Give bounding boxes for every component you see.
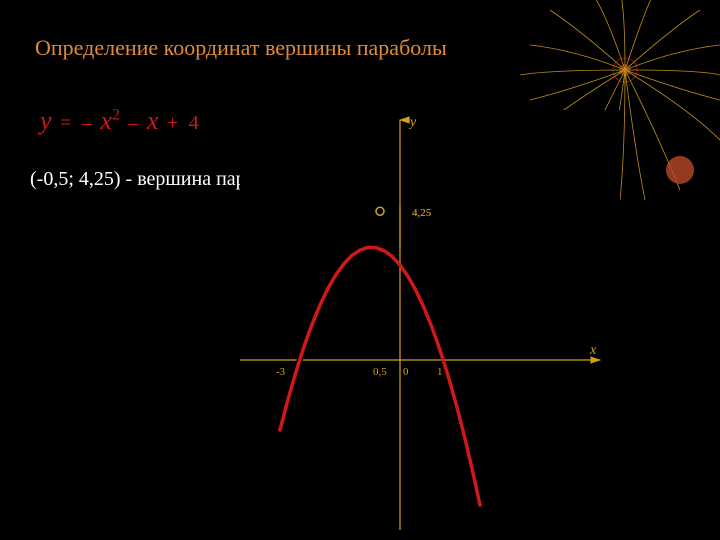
parabola-chart: x y -3 0,5 0 1 4,25 x y -3 0,5 0 1 4,25 bbox=[240, 110, 620, 530]
svg-text:0,5: 0,5 bbox=[373, 366, 387, 378]
eq-m1: – bbox=[80, 112, 94, 134]
svg-text:x: x bbox=[589, 343, 597, 358]
equation: y = – x2 – x + 4 bbox=[40, 106, 201, 136]
slide: Определение координат вершины параболы y… bbox=[0, 0, 720, 540]
eq-c: 4 bbox=[187, 112, 201, 134]
firework-ember bbox=[666, 156, 694, 184]
svg-text:0: 0 bbox=[403, 366, 409, 378]
eq-x1: x bbox=[100, 106, 112, 135]
eq-y: y bbox=[40, 106, 52, 135]
slide-title: Определение координат вершины параболы bbox=[35, 35, 447, 61]
svg-text:-3: -3 bbox=[276, 366, 286, 378]
svg-text:1: 1 bbox=[437, 366, 443, 378]
eq-m2: – bbox=[126, 112, 140, 134]
eq-p: + bbox=[165, 112, 180, 134]
svg-text:4,25: 4,25 bbox=[412, 207, 432, 219]
eq-sq: 2 bbox=[112, 106, 120, 123]
svg-text:y: y bbox=[408, 115, 417, 130]
eq-eq: = bbox=[58, 112, 73, 134]
eq-x2: x bbox=[147, 106, 159, 135]
